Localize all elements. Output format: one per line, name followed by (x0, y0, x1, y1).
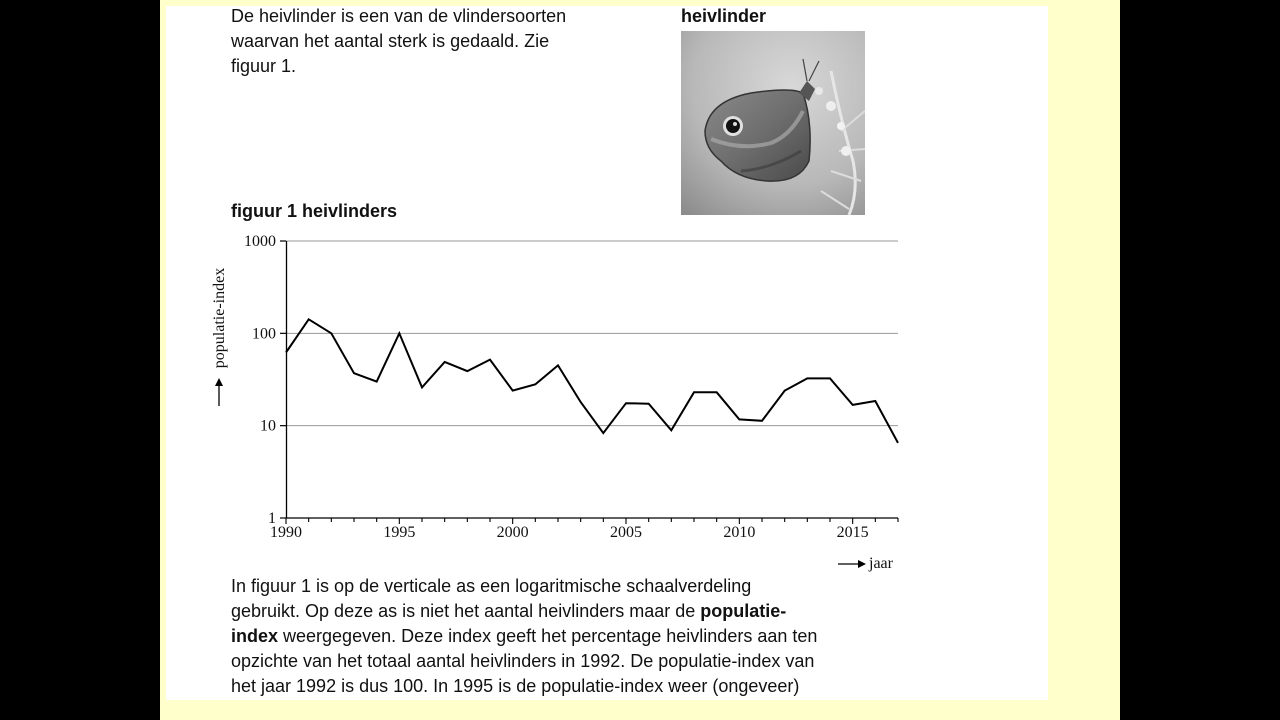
y-axis-title: populatie-index (211, 268, 228, 406)
body-bold-term: populatie- (700, 601, 787, 621)
y-tick-label: 100 (252, 325, 276, 342)
y-arrow-head (215, 378, 223, 386)
body-bold-term: index (231, 626, 279, 646)
body-text-run: gebruikt. Op deze as is niet het aantal … (231, 601, 701, 621)
x-tick-label: 2015 (837, 524, 869, 541)
figure-title: figuur 1 heivlinders (231, 201, 398, 221)
population-index-chart: 1 10 100 1000 1990 1995 2000 2005 2010 2015 popu… (211, 233, 899, 572)
body-line: gebruikt. Op deze as is niet het aantal … (231, 599, 931, 624)
body-line: index weergegeven. Deze index geeft het … (231, 624, 931, 649)
document-page (166, 6, 1048, 700)
x-axis-title: jaar (838, 555, 894, 572)
y-tick-label: 1 (268, 510, 276, 527)
x-tick-label: 2010 (723, 524, 755, 541)
y-axis-label: populatie-index (211, 268, 228, 368)
intro-line: figuur 1. (231, 56, 297, 76)
y-tick-label: 10 (260, 418, 276, 435)
series-line (285, 317, 899, 444)
intro-line: De heivlinder is een van de vlindersoort… (231, 6, 567, 26)
x-tick-label: 1995 (383, 524, 415, 541)
y-tick-labels: 1 10 100 1000 (244, 233, 286, 527)
intro-paragraph: De heivlinder is een van de vlindersoort… (231, 4, 651, 79)
x-tick-labels: 1990 1995 2000 2005 2010 2015 (270, 518, 899, 541)
intro-line: waarvan het aantal sterk is gedaald. Zie (231, 31, 550, 51)
x-axis-label: jaar (868, 555, 894, 572)
explanation-paragraph: In figuur 1 is op de verticale as een lo… (231, 574, 931, 699)
body-line: het jaar 1992 is dus 100. In 1995 is de … (231, 676, 800, 696)
y-tick-label: 1000 (244, 233, 276, 250)
chart-gridlines (286, 240, 898, 427)
body-text-run: weergegeven. Deze index geeft het percen… (278, 626, 818, 646)
body-line: opzichte van het totaal aantal heivlinde… (231, 651, 815, 671)
x-arrow-head (858, 560, 866, 568)
x-tick-label: 2005 (610, 524, 642, 541)
x-tick-label: 1990 (270, 524, 302, 541)
chart-axes (285, 241, 898, 519)
body-line: In figuur 1 is op de verticale as een lo… (231, 576, 752, 596)
butterfly-photo-icon (681, 31, 865, 215)
x-tick-label: 2000 (497, 524, 529, 541)
photo-caption: heivlinder (681, 6, 767, 26)
